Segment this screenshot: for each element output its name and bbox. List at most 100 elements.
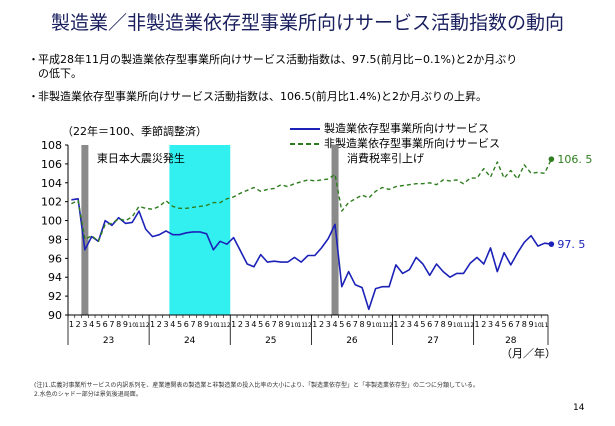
legend-solid-line-icon: [290, 128, 320, 130]
y-tick-label: 96: [48, 252, 62, 265]
x-month-label: 4: [251, 320, 256, 329]
x-month-label: 9: [285, 320, 290, 329]
x-month-label: 12: [466, 322, 474, 329]
bullet-dot: ・: [28, 90, 39, 103]
x-month-label: 6: [508, 320, 513, 329]
x-month-label: 3: [488, 320, 493, 329]
series-end-label: 106. 5: [557, 153, 592, 166]
x-month-label: 8: [116, 320, 121, 329]
bullet-manufacturing: ・平成28年11月の製造業依存型事業所向けサービス活動指数は、97.5(前月比−…: [28, 53, 517, 67]
x-month-label: 10: [534, 322, 542, 329]
footnote-1: (注)1.広義対事業所サービスの内訳系列を、産業連関表の製造業と非製造業の投入比…: [34, 382, 479, 389]
footnote-2: 2.水色のシャドー部分は景気後退局面。: [34, 391, 142, 398]
x-month-label: 2: [400, 320, 405, 329]
x-month-label: 8: [441, 320, 446, 329]
x-month-label: 2: [481, 320, 486, 329]
x-month-label: 10: [128, 322, 136, 329]
x-month-label: 11: [460, 322, 468, 329]
legend-manufacturing: 製造業依存型事業所向けサービス: [290, 120, 489, 136]
y-tick-label: 90: [48, 309, 62, 322]
x-month-label: 12: [385, 322, 393, 329]
x-month-label: 5: [339, 320, 344, 329]
x-month-label: 6: [103, 320, 108, 329]
event-label: 東日本大震災発生: [97, 151, 185, 165]
x-month-label: 7: [109, 320, 114, 329]
year-label: 26: [346, 336, 358, 346]
y-tick-label: 108: [41, 139, 62, 152]
x-month-label: 2: [319, 320, 324, 329]
series-non-manufacturing-line: [71, 158, 553, 243]
x-month-label: 11: [216, 322, 224, 329]
x-month-label: 11: [297, 322, 305, 329]
y-tick-label: 94: [48, 271, 62, 284]
series-end-point: [548, 241, 555, 247]
x-month-label: 12: [142, 322, 150, 329]
x-month-label: 9: [447, 320, 452, 329]
x-month-label: 4: [89, 320, 94, 329]
x-month-label: 3: [407, 320, 412, 329]
x-month-label: 8: [522, 320, 527, 329]
year-label: 23: [103, 336, 114, 346]
x-month-label: 5: [502, 320, 507, 329]
page-number: 14: [573, 403, 585, 413]
x-month-label: 1: [231, 320, 236, 329]
x-month-label: 1: [69, 320, 74, 329]
x-month-label: 12: [304, 322, 312, 329]
x-month-label: 5: [420, 320, 425, 329]
x-month-label: 10: [372, 322, 380, 329]
y-tick-label: 100: [41, 215, 62, 228]
x-month-label: 2: [157, 320, 162, 329]
bullet-manufacturing-cont: の低下。: [38, 67, 82, 80]
x-month-label: 6: [184, 320, 189, 329]
x-unit-label: （月／年）: [501, 346, 556, 360]
x-month-label: 5: [258, 320, 263, 329]
y-tick-label: 102: [41, 196, 62, 209]
x-month-label: 7: [434, 320, 439, 329]
x-month-label: 4: [414, 320, 419, 329]
x-month-label: 11: [379, 322, 387, 329]
year-label: 28: [505, 336, 517, 346]
page-title: 製造業／非製造業依存型事業所向けサービス活動指数の動向: [50, 12, 564, 34]
x-month-label: 10: [291, 322, 299, 329]
x-month-label: 3: [82, 320, 87, 329]
x-month-label: 7: [515, 320, 520, 329]
x-month-label: 7: [191, 320, 196, 329]
x-month-label: 9: [366, 320, 371, 329]
x-month-label: 7: [353, 320, 358, 329]
x-month-label: 3: [245, 320, 250, 329]
recession-shade: [169, 145, 231, 315]
x-month-label: 4: [170, 320, 175, 329]
event-label: 消費税率引上げ: [347, 151, 424, 165]
legend-non-manufacturing-label: 非製造業依存型事業所向けサービス: [324, 137, 500, 150]
x-month-label: 7: [272, 320, 277, 329]
bullet-non-manufacturing-text: 非製造業依存型事業所向けサービス活動指数は、106.5(前月比1.4%)と2か月…: [38, 90, 488, 103]
x-month-label: 1: [474, 320, 479, 329]
x-month-label: 1: [150, 320, 155, 329]
x-month-label: 3: [326, 320, 331, 329]
series-manufacturing-line: [71, 198, 552, 311]
series-end-point: [548, 156, 555, 162]
bullet-manufacturing-text: 平成28年11月の製造業依存型事業所向けサービス活動指数は、97.5(前月比−0…: [38, 53, 518, 66]
legend-dashed-line-icon: [290, 143, 320, 145]
x-month-label: 10: [210, 322, 218, 329]
year-label: 24: [184, 336, 196, 346]
x-month-label: 3: [163, 320, 168, 329]
x-month-label: 8: [278, 320, 283, 329]
x-month-label: 2: [238, 320, 243, 329]
event-bar: [81, 145, 89, 315]
x-month-label: 10: [453, 322, 461, 329]
x-month-label: 4: [332, 320, 337, 329]
x-month-label: 8: [197, 320, 202, 329]
index-basis-note: （22年＝100、季節調整済）: [62, 125, 207, 138]
y-tick-label: 106: [41, 158, 62, 171]
legend-manufacturing-label: 製造業依存型事業所向けサービス: [324, 122, 489, 135]
y-tick-label: 104: [41, 177, 62, 190]
year-label: 25: [265, 336, 276, 346]
bullet-non-manufacturing: ・非製造業依存型事業所向けサービス活動指数は、106.5(前月比1.4%)と2か…: [28, 90, 487, 104]
x-month-label: 1: [393, 320, 398, 329]
x-month-label: 2: [76, 320, 81, 329]
year-label: 27: [427, 336, 438, 346]
x-month-label: 9: [123, 320, 128, 329]
x-month-label: 4: [495, 320, 500, 329]
